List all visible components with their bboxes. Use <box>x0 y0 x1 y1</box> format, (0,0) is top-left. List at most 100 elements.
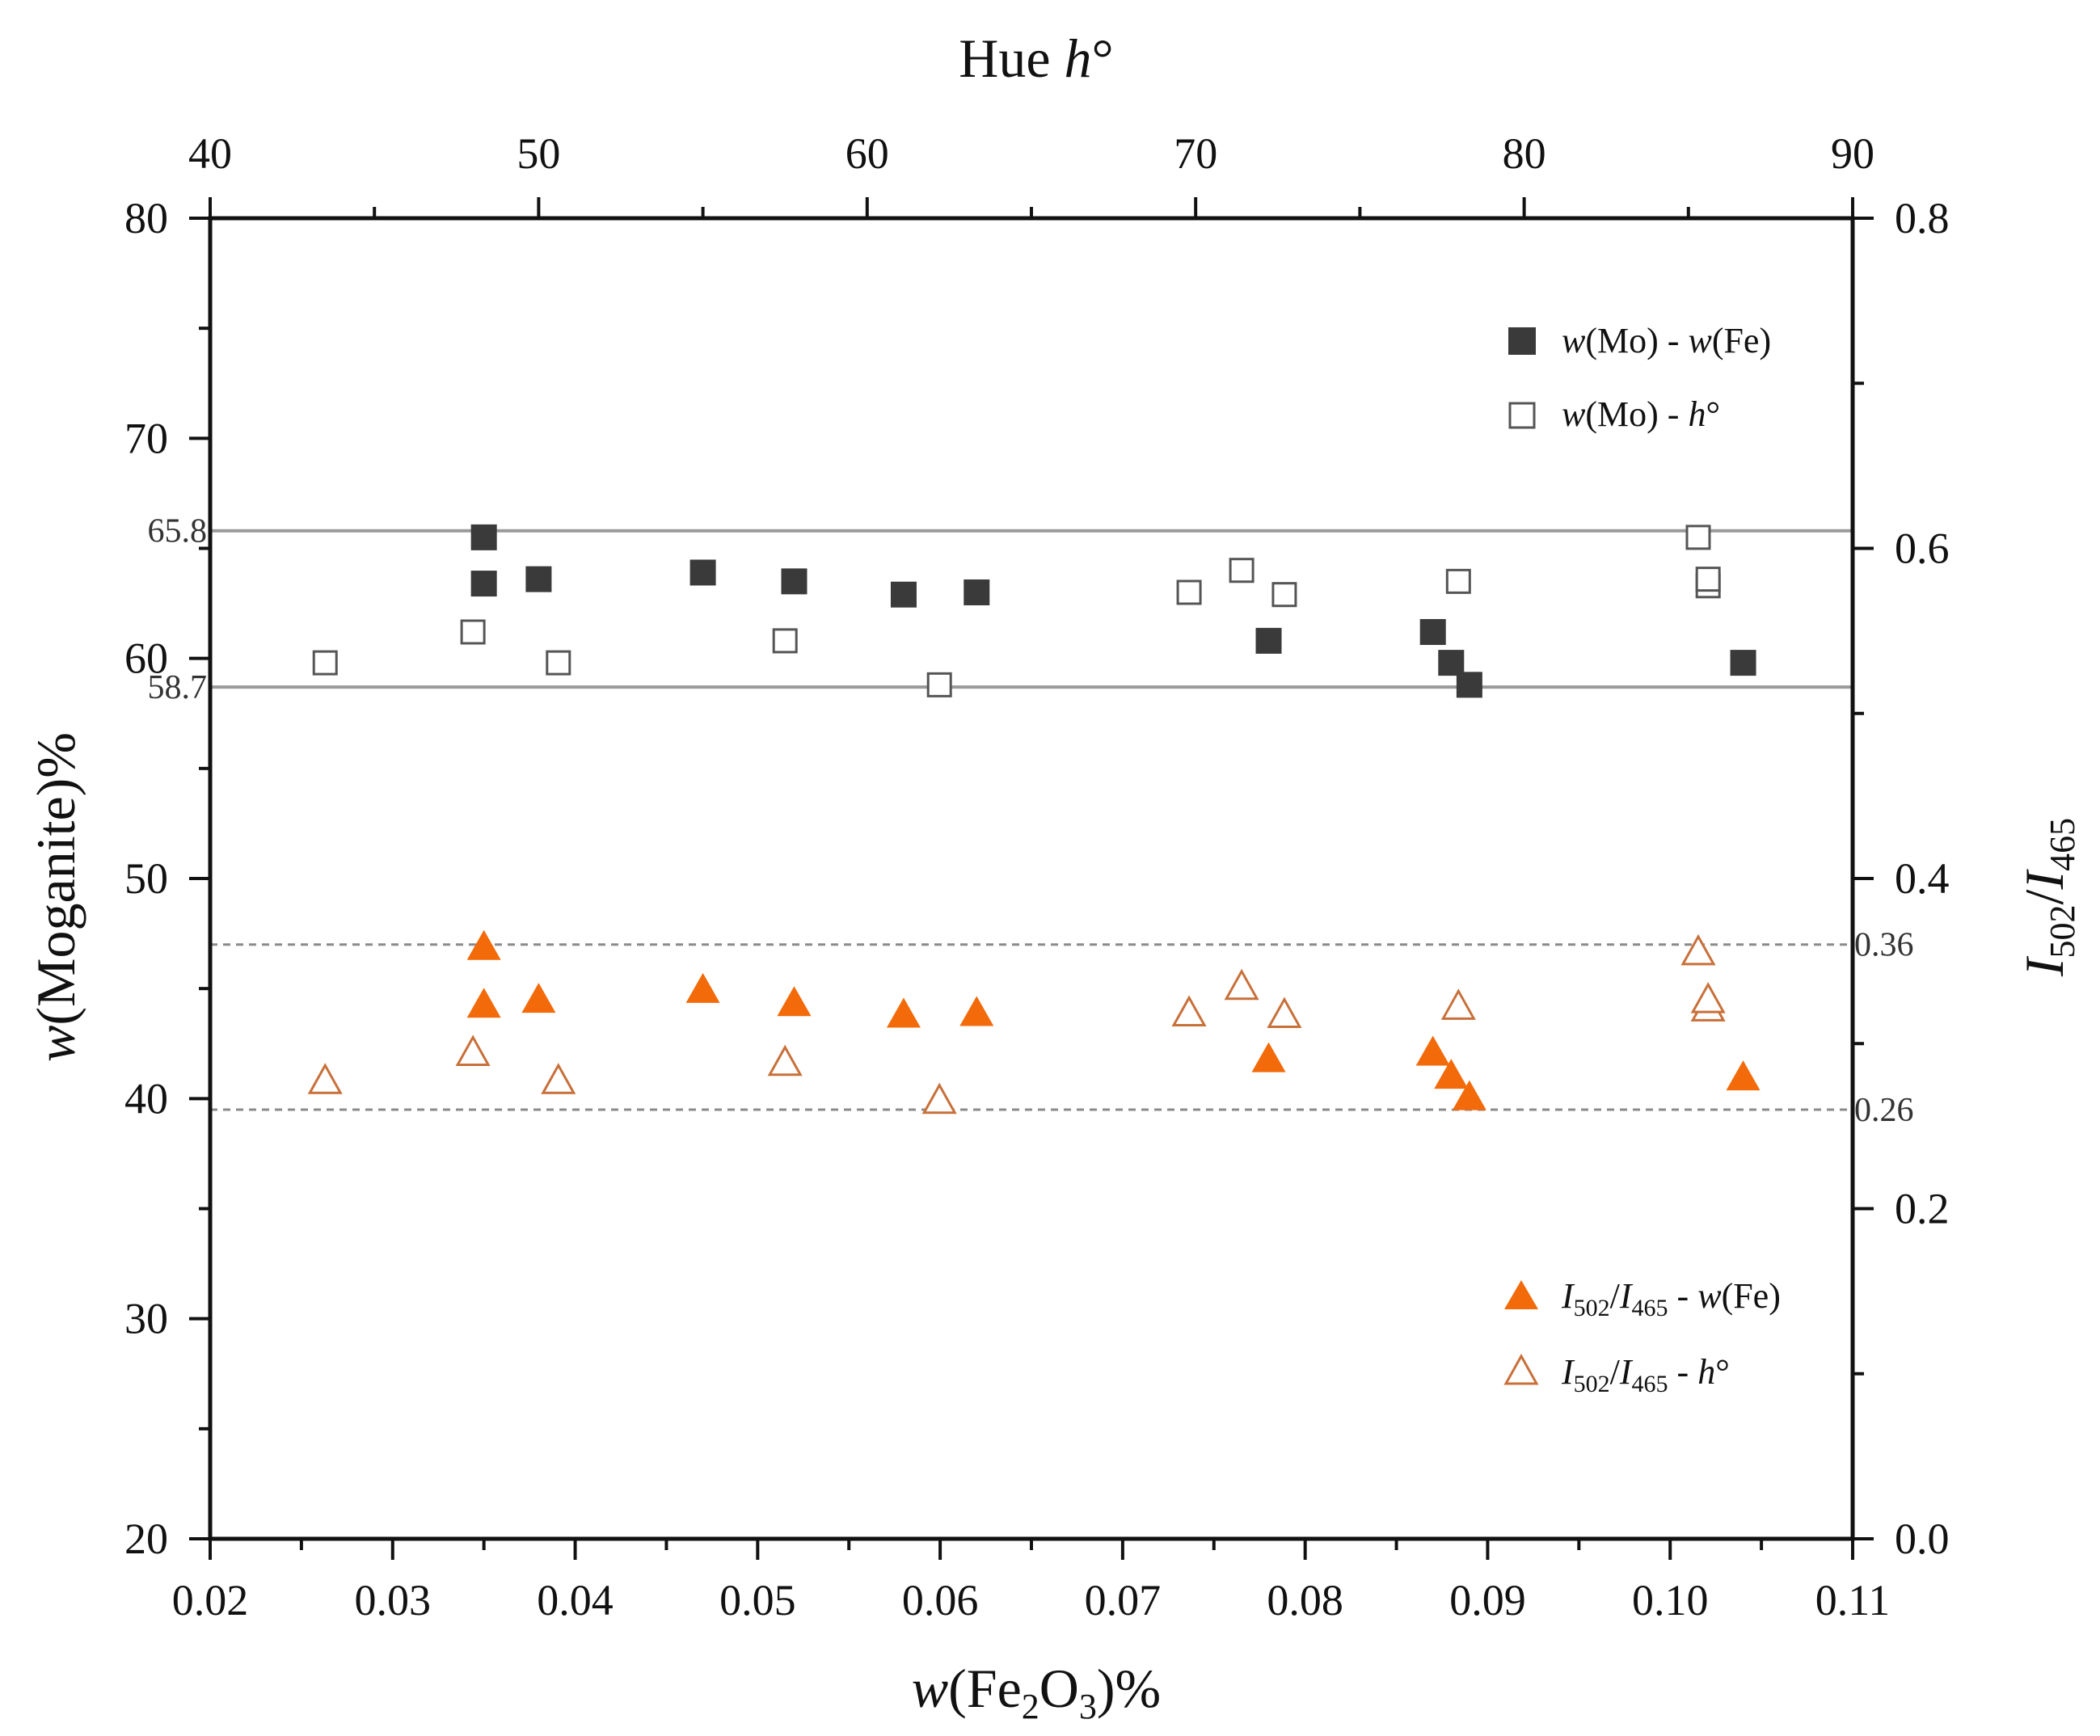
data-point-series-1 <box>689 559 716 586</box>
data-point-series-1 <box>1730 650 1756 676</box>
legend-item-mo-hue: w(Mo) - h° <box>1508 394 1720 434</box>
x-bottom-tick-label: 0.05 <box>719 1576 796 1624</box>
data-point-series-1 <box>964 579 990 605</box>
data-point-series-4 <box>1680 933 1716 966</box>
x-bottom-tick-label: 0.07 <box>1085 1576 1162 1624</box>
data-point-series-1 <box>1419 618 1446 645</box>
reference-label-left-lower: 58.7 <box>148 669 208 706</box>
data-point-series-3 <box>959 996 994 1026</box>
y-left-tick-label: 30 <box>124 1295 168 1343</box>
axis-ticks: 0.02 0.03 0.04 0.05 0.06 0.07 0.08 0.09 0.10 0.11… <box>124 129 1950 1624</box>
x-bottom-axis-title: w(Fe2O3)% <box>912 1658 1161 1726</box>
y-left-axis-title: w(Moganite)% <box>25 732 86 1062</box>
data-point-series-3 <box>1726 1060 1761 1091</box>
data-point-series-4 <box>921 1082 957 1114</box>
y-left-tick-label: 40 <box>124 1074 168 1123</box>
data-point-series-2 <box>1271 582 1297 608</box>
data-point-series-1 <box>525 566 552 592</box>
data-point-series-2 <box>1445 568 1471 594</box>
y-left-tick-label: 20 <box>124 1515 168 1563</box>
data-point-series-3 <box>1434 1059 1469 1089</box>
y-right-tick-label: 0.6 <box>1895 525 1950 573</box>
y-right-tick-label: 0.2 <box>1895 1185 1950 1233</box>
data-point-series-2 <box>1695 567 1721 592</box>
legend-marker-triangle-filled <box>1504 1280 1538 1309</box>
axis-titles: Hue h° w(Fe2O3)% w(Moganite)% I502/I465 <box>25 27 2082 1726</box>
data-point-series-2 <box>312 650 338 676</box>
data-point-series-1 <box>890 581 917 608</box>
data-point-series-4 <box>541 1063 576 1094</box>
data-point-series-2 <box>772 628 798 654</box>
data-points <box>307 524 1761 1114</box>
data-point-series-3 <box>1251 1042 1286 1072</box>
data-point-series-1 <box>1255 627 1282 654</box>
data-point-series-4 <box>455 1034 491 1067</box>
data-point-series-3 <box>777 986 812 1017</box>
y-right-tick-label: 0.8 <box>1895 194 1950 242</box>
data-point-series-4 <box>1224 968 1259 1001</box>
data-point-series-4 <box>1690 982 1726 1013</box>
data-point-series-3 <box>685 972 720 1003</box>
reference-label-left-upper: 65.8 <box>148 513 208 550</box>
x-top-tick-label: 60 <box>845 129 889 178</box>
data-point-series-3 <box>521 983 556 1013</box>
x-bottom-tick-label: 0.10 <box>1632 1576 1709 1624</box>
y-left-tick-label: 80 <box>124 194 168 242</box>
y-left-tick-label: 60 <box>124 634 168 683</box>
y-right-axis-title: I502/I465 <box>2014 818 2082 977</box>
data-point-series-3 <box>466 988 501 1018</box>
legend-marker-square-open <box>1508 402 1536 429</box>
legend-label-mo-fe: w(Mo) - w(Fe) <box>1562 321 1771 360</box>
x-bottom-tick-label: 0.04 <box>537 1576 614 1624</box>
x-top-tick-label: 80 <box>1503 129 1546 178</box>
data-point-series-3 <box>1452 1080 1486 1110</box>
data-point-series-2 <box>1685 525 1711 550</box>
data-point-series-3 <box>886 997 921 1028</box>
legend-item-ratio-fe: I502/I465 - w(Fe) <box>1504 1276 1781 1321</box>
legend-marker-square-filled <box>1508 327 1536 355</box>
x-bottom-tick-label: 0.03 <box>355 1576 432 1624</box>
data-point-series-2 <box>460 619 486 645</box>
x-top-tick-label: 50 <box>517 129 560 178</box>
legend-item-mo-fe: w(Mo) - w(Fe) <box>1508 321 1771 360</box>
data-point-series-1 <box>781 568 808 595</box>
legend-marker-triangle-open <box>1503 1353 1539 1385</box>
plot-frame <box>208 216 1855 1541</box>
data-point-series-4 <box>307 1063 343 1094</box>
y-right-tick-label: 0.0 <box>1895 1515 1950 1563</box>
data-point-series-4 <box>1267 997 1302 1029</box>
y-left-tick-label: 70 <box>124 414 168 462</box>
x-bottom-tick-label: 0.09 <box>1449 1576 1526 1624</box>
y-right-tick-label: 0.4 <box>1895 854 1950 903</box>
data-point-series-1 <box>470 571 497 597</box>
legend-item-ratio-hue: I502/I465 - h° <box>1503 1352 1730 1397</box>
legend-upper: w(Mo) - w(Fe) w(Mo) - h° <box>1508 321 1771 434</box>
data-point-series-3 <box>1415 1035 1450 1066</box>
data-point-series-4 <box>1171 995 1207 1026</box>
data-point-series-1 <box>1456 672 1482 698</box>
data-point-series-1 <box>470 524 497 550</box>
data-point-series-3 <box>466 929 501 960</box>
reference-lines: 65.8 58.7 0.36 0.26 <box>148 513 1914 1129</box>
data-point-series-4 <box>767 1044 803 1077</box>
reference-label-right-lower: 0.26 <box>1854 1092 1914 1129</box>
legend-lower: I502/I465 - w(Fe) I502/I465 - h° <box>1503 1276 1781 1397</box>
x-top-axis-title: Hue h° <box>959 27 1114 89</box>
x-bottom-tick-label: 0.08 <box>1267 1576 1343 1624</box>
data-point-series-2 <box>546 650 571 676</box>
data-point-series-4 <box>1440 988 1476 1020</box>
x-bottom-tick-label: 0.06 <box>902 1576 979 1624</box>
y-left-tick-label: 50 <box>124 854 168 903</box>
x-top-tick-label: 70 <box>1174 129 1217 178</box>
data-point-series-1 <box>1438 650 1465 676</box>
x-bottom-tick-label: 0.02 <box>172 1576 249 1624</box>
legend-label-ratio-hue: I502/I465 - h° <box>1561 1352 1730 1397</box>
x-top-tick-label: 40 <box>188 129 232 178</box>
reference-label-right-upper: 0.36 <box>1854 927 1914 964</box>
data-point-series-2 <box>1176 579 1202 605</box>
x-bottom-tick-label: 0.11 <box>1815 1576 1891 1624</box>
x-top-tick-label: 90 <box>1831 129 1874 178</box>
data-point-series-2 <box>926 672 952 697</box>
legend-label-mo-hue: w(Mo) - h° <box>1562 394 1720 434</box>
